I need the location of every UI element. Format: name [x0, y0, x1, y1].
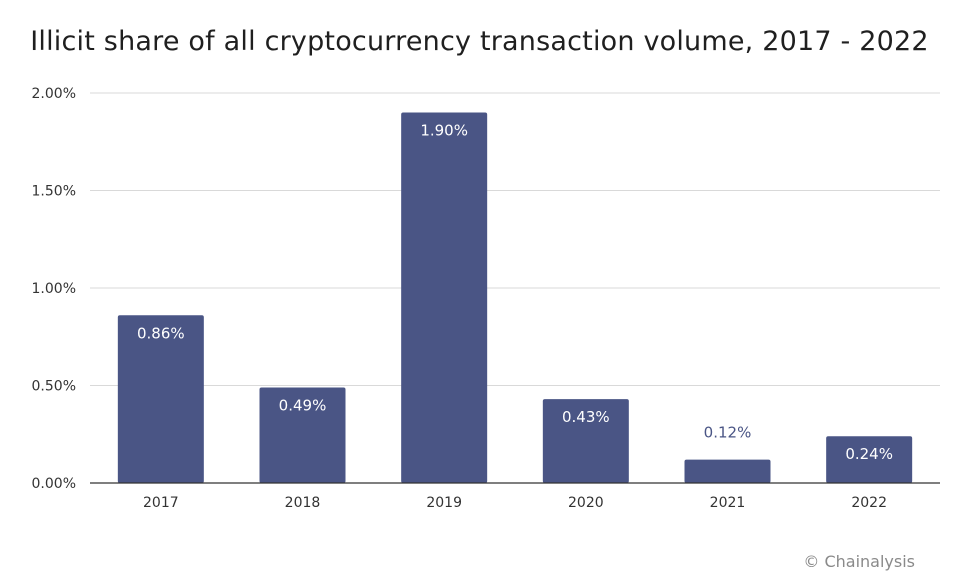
x-tick-label: 2019 [426, 495, 462, 511]
bar [117, 315, 204, 483]
y-tick-label: 0.00% [32, 476, 76, 492]
x-tick-label: 2022 [851, 495, 887, 511]
data-label: 0.49% [279, 396, 327, 414]
y-tick-label: 1.50% [32, 184, 76, 200]
data-label: 0.24% [845, 445, 893, 463]
y-tick-label: 2.00% [32, 86, 76, 102]
bar [401, 112, 488, 483]
bar [542, 399, 629, 483]
bar [259, 387, 346, 483]
x-tick-label: 2018 [285, 495, 321, 511]
data-label: 0.86% [137, 324, 185, 342]
y-tick-label: 0.50% [32, 379, 76, 395]
x-tick-label: 2020 [568, 495, 604, 511]
bar [826, 436, 913, 483]
data-label: 0.43% [562, 408, 610, 426]
x-tick-label: 2021 [710, 495, 746, 511]
y-tick-label: 1.00% [32, 281, 76, 297]
chart-title: Illicit share of all cryptocurrency tran… [30, 26, 929, 57]
bar [684, 459, 771, 483]
source-credit: © Chainalysis [803, 552, 915, 571]
data-label: 1.90% [420, 122, 468, 140]
data-label: 0.12% [704, 424, 752, 442]
x-tick-label: 2017 [143, 495, 179, 511]
